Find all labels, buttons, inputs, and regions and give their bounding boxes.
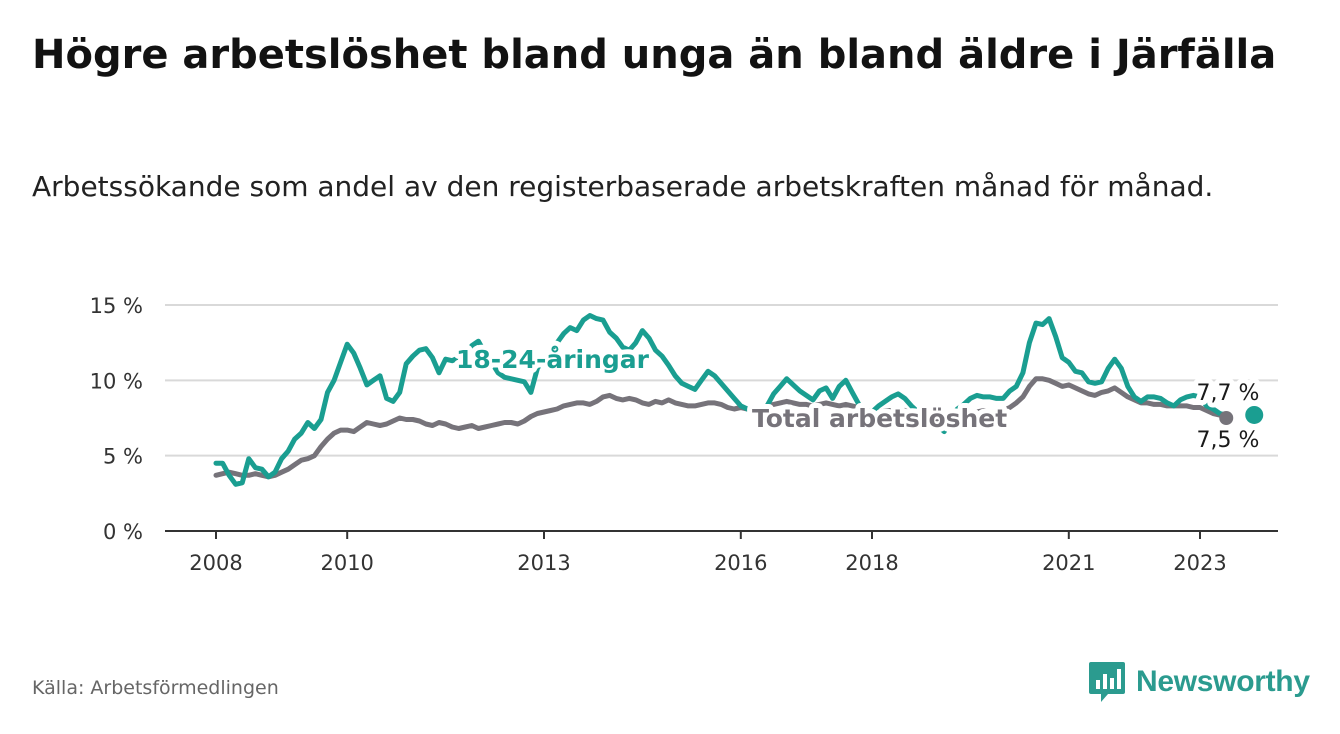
end-label-total: 7,5 % bbox=[1197, 428, 1260, 453]
end-label-youth: 7,7 % bbox=[1197, 381, 1260, 406]
x-tick-label: 2008 bbox=[189, 551, 242, 575]
end-label-youth-halo: 7,7 % bbox=[1197, 381, 1260, 406]
y-tick-label: 15 % bbox=[90, 294, 143, 318]
x-tick-label: 2021 bbox=[1042, 551, 1095, 575]
series-line-total bbox=[213, 376, 1229, 480]
x-tick-label: 2010 bbox=[320, 551, 373, 575]
x-tick-label: 2016 bbox=[714, 551, 767, 575]
end-point-youth bbox=[1245, 405, 1264, 424]
y-tick-label: 5 % bbox=[103, 445, 143, 469]
brand-logo: Newsworthy bbox=[1088, 660, 1310, 704]
y-axis: 0 % 5 % 10 % 15 % bbox=[90, 294, 143, 544]
x-axis: 2008 2010 2013 2016 2018 2021 2023 bbox=[165, 530, 1278, 575]
newsworthy-logo-icon bbox=[1089, 662, 1125, 702]
chart-subtitle: Arbetssökande som andel av den registerb… bbox=[32, 170, 1214, 203]
source-note: Källa: Arbetsförmedlingen bbox=[32, 677, 279, 699]
end-point-total bbox=[1219, 411, 1234, 425]
series-label-total: Total arbetslöshet bbox=[752, 404, 1007, 433]
y-tick-label: 10 % bbox=[90, 369, 143, 393]
x-tick-label: 2013 bbox=[517, 551, 570, 575]
series-label-youth: 18-24-åringar bbox=[456, 345, 650, 374]
end-label-total-halo: 7,5 % bbox=[1197, 428, 1260, 453]
series-lines bbox=[213, 313, 1264, 487]
series-label-youth-halo: 18-24-åringar bbox=[456, 345, 650, 374]
x-tick-label: 2023 bbox=[1173, 551, 1226, 575]
y-tick-label: 0 % bbox=[103, 520, 143, 544]
brand-name: Newsworthy bbox=[1136, 665, 1310, 698]
chart-title: Högre arbetslöshet bland unga än bland ä… bbox=[32, 32, 1277, 78]
series-line-youth bbox=[213, 313, 1229, 487]
series-label-total-halo: Total arbetslöshet bbox=[752, 404, 1007, 433]
x-tick-label: 2018 bbox=[845, 551, 898, 575]
